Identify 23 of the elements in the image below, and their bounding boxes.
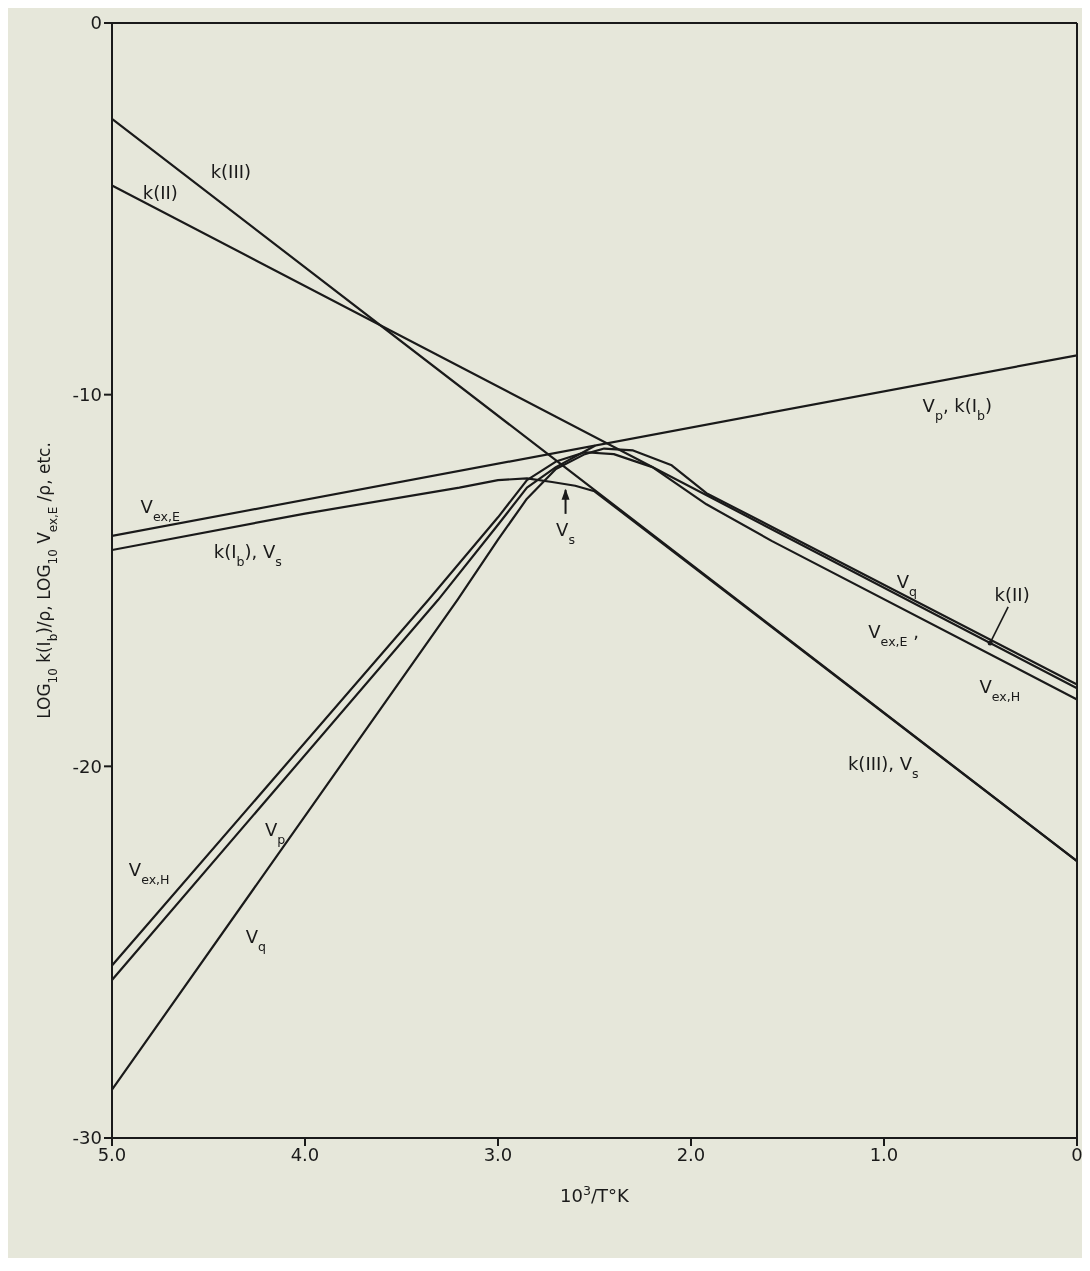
x-tick-label: 2.0 [676, 1143, 706, 1165]
x-tick-label: 0 [1071, 1143, 1083, 1165]
annotation: k(II) [994, 583, 1030, 605]
annotation: V$_{p}$, k(I$_{b}$) [922, 394, 993, 423]
annotation: V$_{ex,H}$ [979, 676, 1021, 704]
annotation: k(III), V$_{s}$ [847, 752, 919, 781]
x-tick-label: 3.0 [483, 1143, 513, 1165]
annotation: V$_{ex,H}$ [128, 859, 170, 887]
annotation: k(I$_{b}$), V$_{s}$ [213, 541, 282, 569]
y-tick-label: 0 [90, 12, 102, 34]
x-tick-label: 1.0 [869, 1143, 899, 1165]
annotation: V$_{s}$ [556, 518, 575, 547]
annotation: k(III) [210, 160, 252, 182]
y-tick-label: -20 [72, 755, 102, 777]
annotation: V$_{ex,E}$ , [868, 621, 920, 649]
x-tick-label: 4.0 [290, 1143, 320, 1165]
annotation: V$_{p}$ [264, 819, 286, 847]
annotation: V$_{ex,E}$ [140, 495, 180, 524]
y-tick-label: -10 [72, 384, 102, 406]
annotation: V$_{q}$ [245, 926, 266, 954]
annotation: k(II) [142, 181, 178, 203]
annotation: V$_{q}$ [896, 570, 918, 599]
x-axis-title: 10$^{3}$/T°K [560, 1182, 631, 1206]
